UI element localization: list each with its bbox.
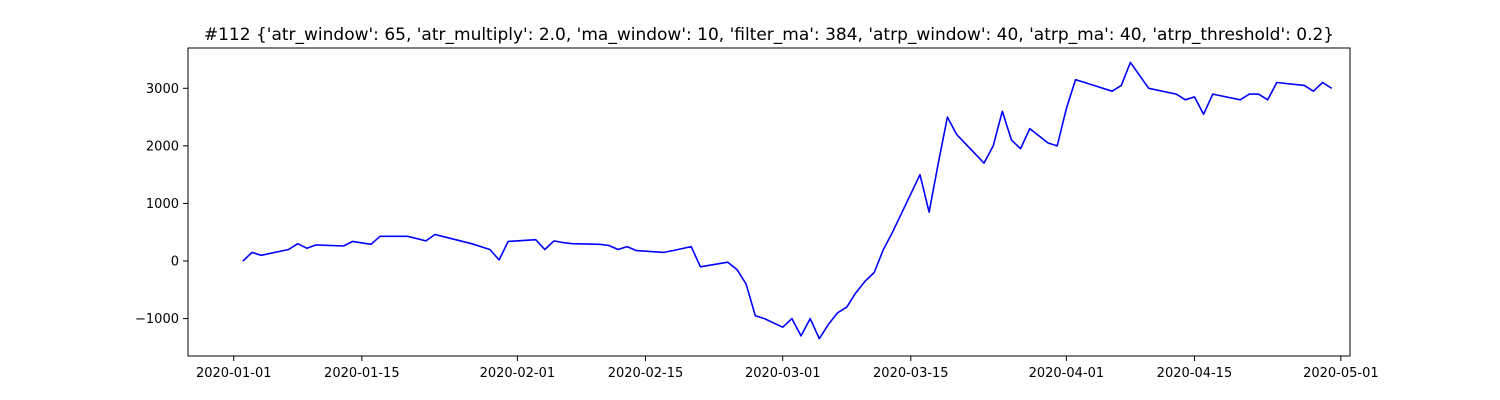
- series-layer: [242, 61, 1333, 340]
- x-tick-label: 2020-04-15: [1157, 366, 1233, 381]
- x-axis: 2020-01-01 2020-01-15 2020-02-01 2020-02-15…: [196, 356, 1379, 381]
- y-axis: −1000 0 1000 2000 3000: [135, 82, 188, 327]
- x-tick-label: 2020-01-01: [196, 366, 272, 381]
- y-tick-label: −1000: [135, 312, 179, 327]
- x-tick-label: 2020-03-15: [873, 366, 949, 381]
- x-tick-label: 2020-03-01: [745, 366, 821, 381]
- plot-area-frame: [187, 47, 1351, 357]
- x-tick-label: 2020-04-01: [1029, 366, 1105, 381]
- x-tick-label: 2020-02-01: [480, 366, 556, 381]
- y-tick-label: 3000: [146, 82, 179, 97]
- chart-title: #112 {'atr_window': 65, 'atr_multiply': …: [204, 25, 1334, 45]
- series-line-0: [242, 61, 1333, 340]
- x-tick-label: 2020-02-15: [608, 366, 684, 381]
- y-tick-label: 2000: [146, 139, 179, 154]
- x-tick-label: 2020-01-15: [324, 366, 400, 381]
- y-tick-label: 1000: [146, 197, 179, 212]
- y-tick-label: 0: [171, 255, 179, 270]
- x-tick-label: 2020-05-01: [1303, 366, 1379, 381]
